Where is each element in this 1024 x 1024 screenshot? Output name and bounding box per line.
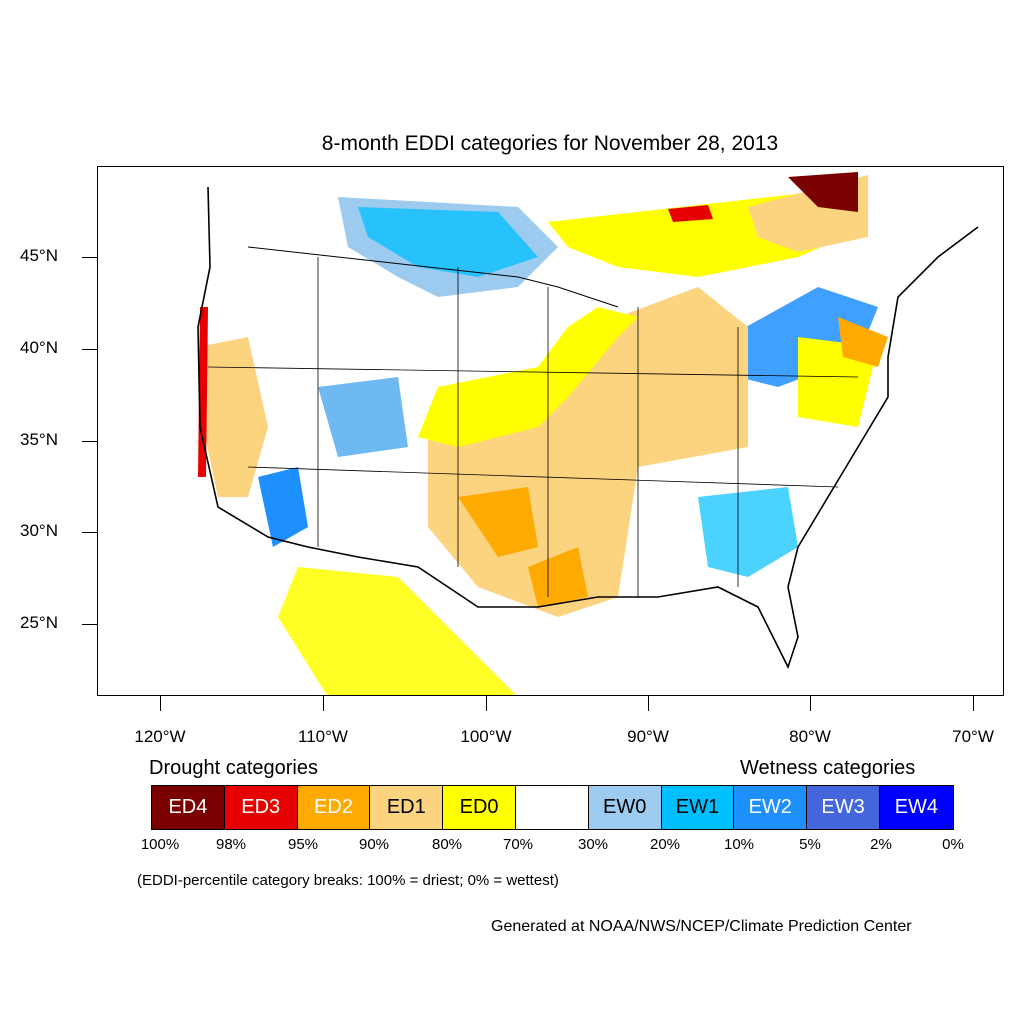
lon-tick-80 (810, 696, 811, 711)
legend-ew1: EW1 (661, 786, 735, 829)
eddi-map (197, 172, 979, 695)
ed3-region-west-coast (198, 307, 208, 477)
ed2-region-northeast (838, 317, 888, 367)
ew-region-southeast (698, 487, 798, 577)
lat-label-45: 45°N (20, 246, 58, 265)
map-title: 8-month EDDI categories for November 28,… (321, 132, 779, 155)
ed3-region-quebec (668, 205, 713, 222)
lon-label-80: 80°W (789, 727, 831, 746)
map-plot-area (97, 166, 1004, 696)
legend-ew2: EW2 (734, 786, 808, 829)
legend-normal (515, 786, 589, 829)
lon-label-100: 100°W (460, 727, 512, 746)
lat-tick-40 (82, 349, 97, 350)
lon-tick-100 (486, 696, 487, 711)
ew-region-southwest (258, 467, 308, 547)
pct-label: 20% (649, 836, 681, 853)
category-fields (198, 172, 888, 695)
pct-label: 2% (870, 836, 892, 853)
pct-label: 90% (358, 836, 390, 853)
lon-label-70: 70°W (952, 727, 994, 746)
lat-label-25: 25°N (20, 613, 58, 632)
pct-label: 100% (140, 836, 180, 853)
legend-ed0: ED0 (443, 786, 516, 829)
lat-label-35: 35°N (20, 430, 58, 449)
legend-ed4: ED4 (152, 786, 225, 829)
lon-label-90: 90°W (627, 727, 669, 746)
legend-ew0: EW0 (588, 786, 662, 829)
lat-label-40: 40°N (20, 338, 58, 357)
legend-ed1: ED1 (370, 786, 444, 829)
ed2-region-arklatex (528, 547, 588, 607)
category-legend-bar: ED4 ED3 ED2 ED1 ED0 EW0 EW1 EW2 EW3 EW4 (151, 785, 954, 830)
ed4-region-quebec (788, 172, 858, 212)
ed2-region-texas (458, 487, 538, 557)
legend-ed2: ED2 (297, 786, 371, 829)
pct-label: 10% (723, 836, 755, 853)
legend-ew3: EW3 (807, 786, 880, 829)
pct-label: 80% (431, 836, 463, 853)
lon-tick-90 (648, 696, 649, 711)
us-coastline-outline (197, 186, 979, 670)
boundaries (197, 186, 979, 670)
state-line (207, 366, 859, 378)
pct-label: 5% (799, 836, 821, 853)
pct-label: 70% (502, 836, 534, 853)
ew1-region-north (358, 207, 538, 277)
drought-heading: Drought categories (149, 757, 318, 779)
legend-ed3: ED3 (224, 786, 298, 829)
credit-line: Generated at NOAA/NWS/NCEP/Climate Predi… (491, 918, 912, 935)
lon-tick-110 (323, 696, 324, 711)
pct-label: 30% (577, 836, 609, 853)
ed1-region-california (198, 337, 268, 497)
lat-tick-30 (82, 532, 97, 533)
state-lines (207, 257, 859, 597)
ed0-region-central (418, 307, 638, 447)
legend-ew4: EW4 (879, 786, 953, 829)
pct-label: 95% (287, 836, 319, 853)
lat-tick-45 (82, 257, 97, 258)
pct-label: 98% (215, 836, 247, 853)
ed0-region-mexico (278, 567, 516, 695)
percentile-note: (EDDI-percentile category breaks: 100% =… (137, 872, 559, 889)
lon-label-120: 120°W (134, 727, 186, 746)
lon-tick-120 (160, 696, 161, 711)
state-line (247, 466, 839, 488)
pct-label: 0% (942, 836, 964, 853)
us-canada-border (247, 246, 619, 308)
lon-tick-70 (973, 696, 974, 711)
lat-tick-25 (82, 624, 97, 625)
ew-region-colorado (318, 377, 408, 457)
wetness-heading: Wetness categories (740, 757, 916, 779)
lon-label-110: 110°W (298, 727, 348, 746)
lat-label-30: 30°N (20, 521, 58, 540)
lat-tick-35 (82, 441, 97, 442)
